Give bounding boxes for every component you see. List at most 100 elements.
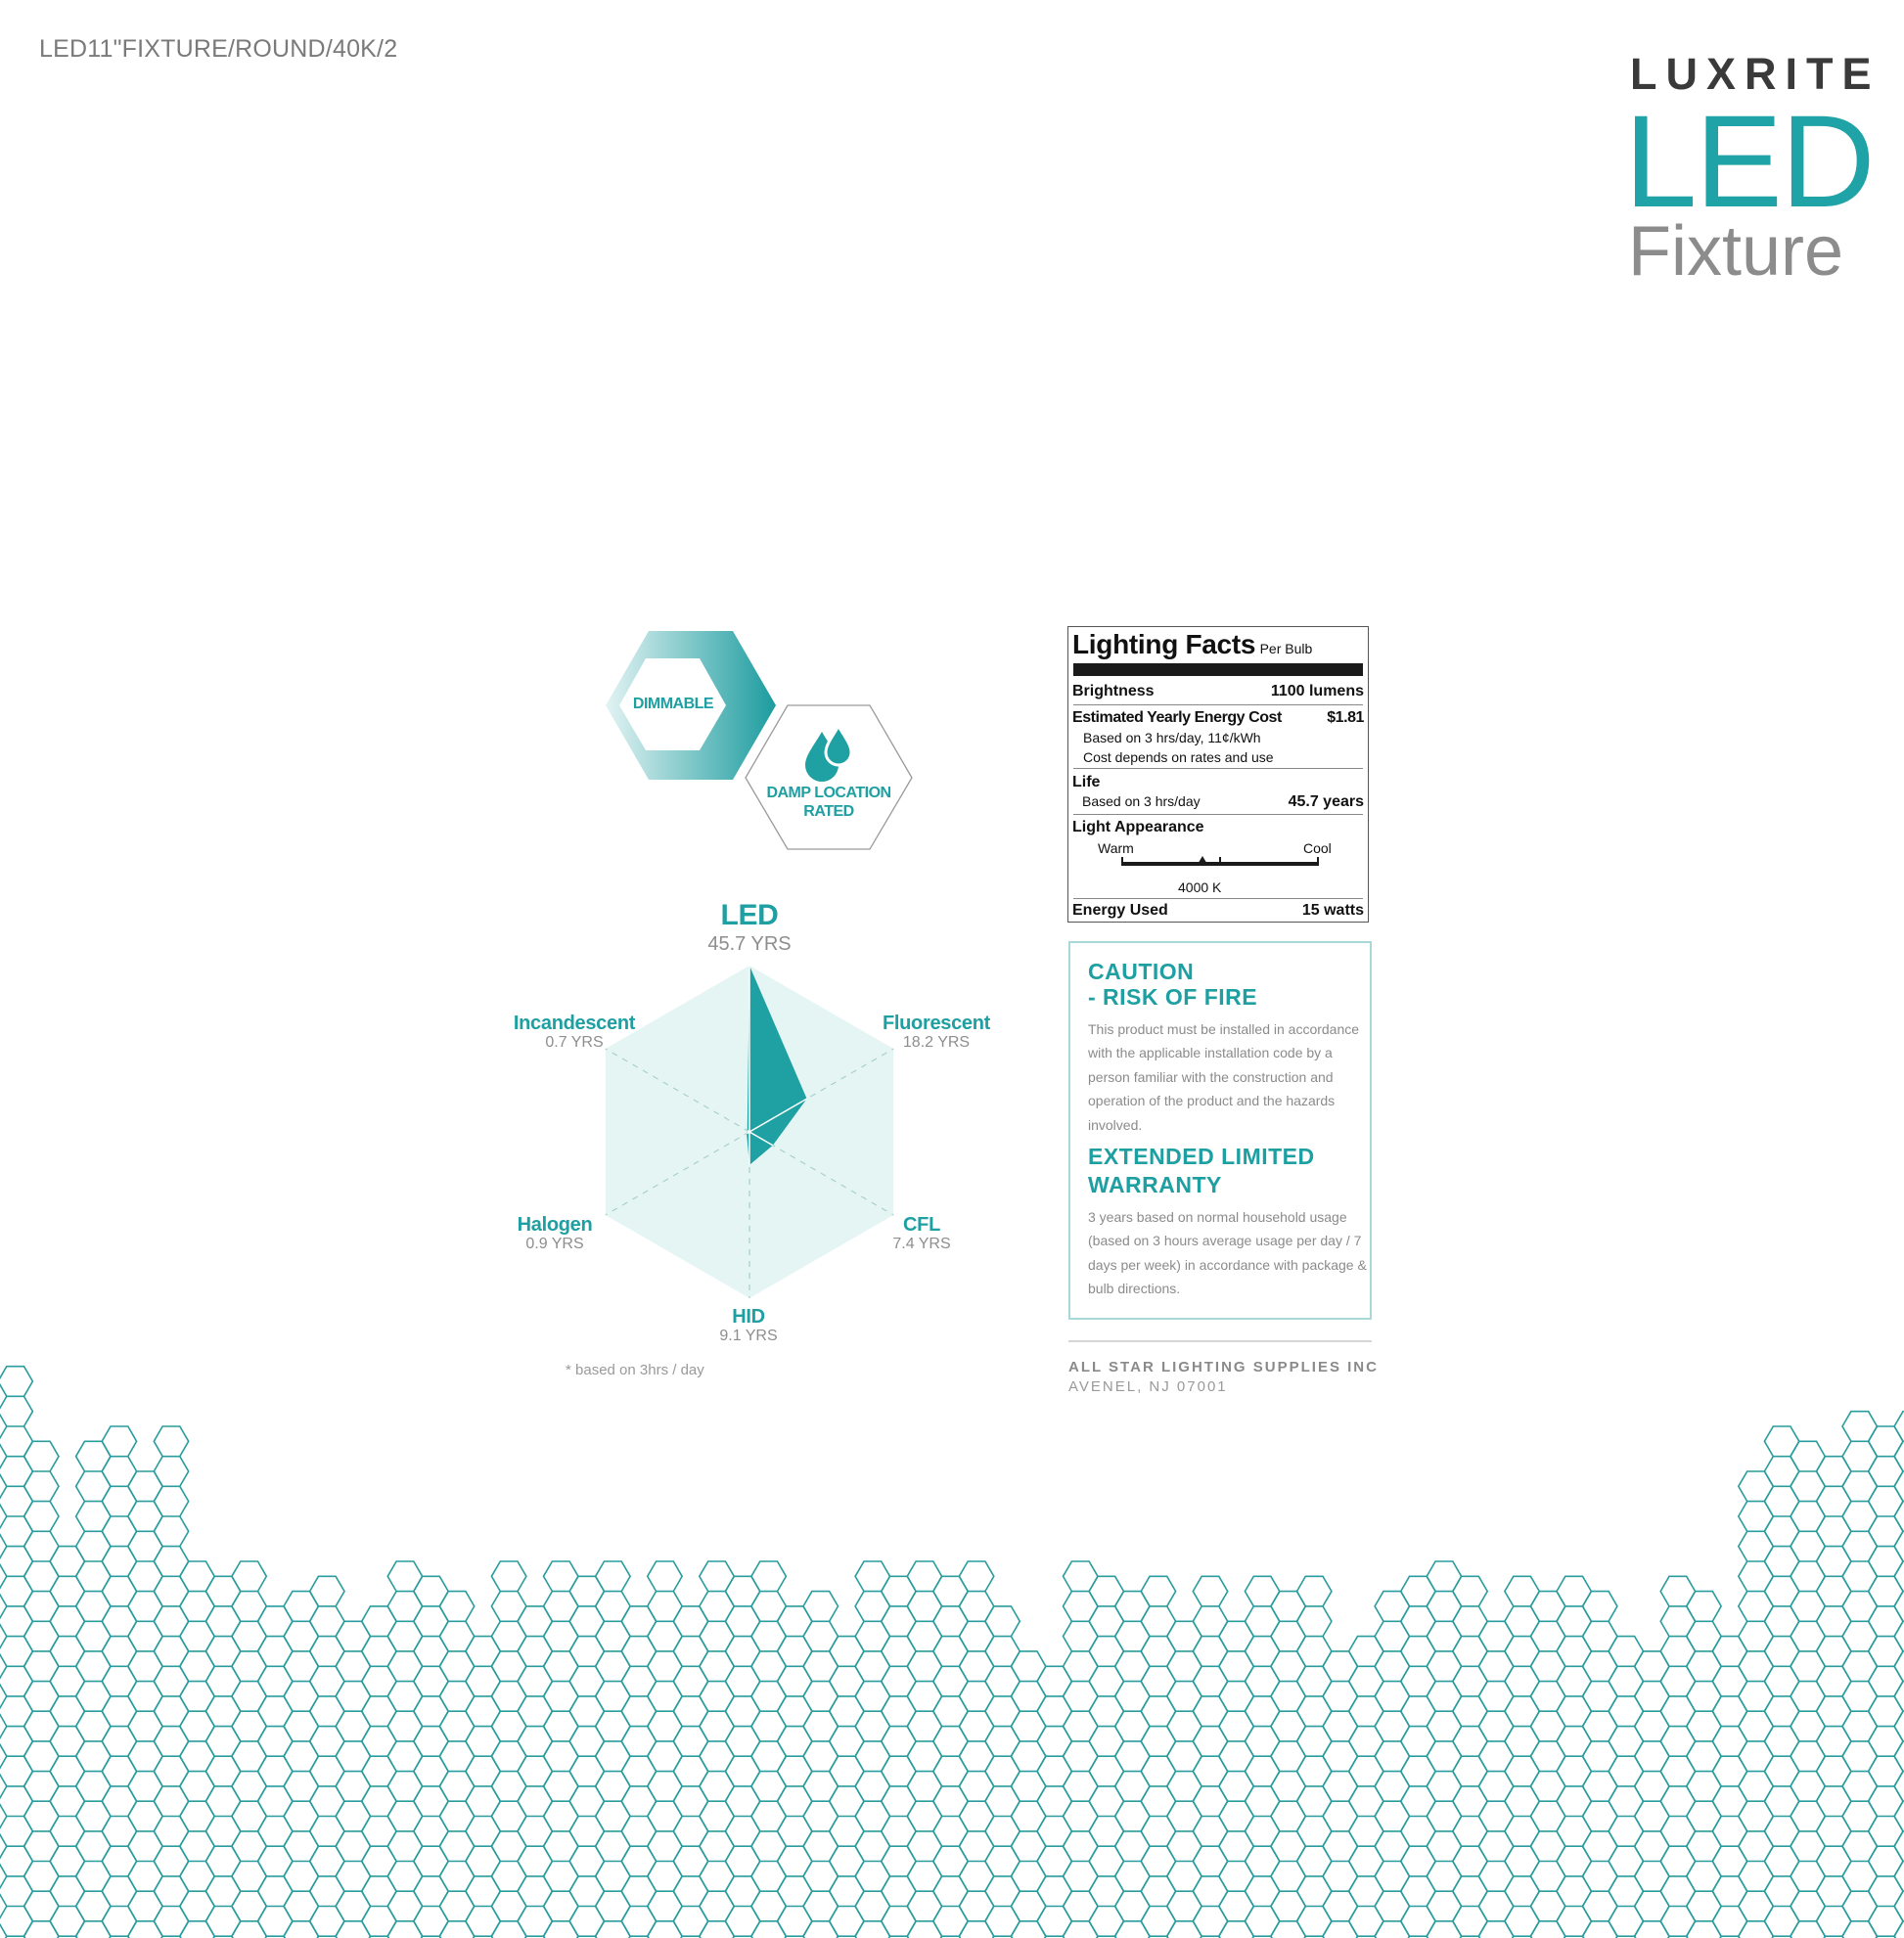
radar-value-fluorescent: 18.2 YRS [902, 1034, 971, 1051]
dimmable-label: DIMMABLE [632, 696, 714, 712]
honeycomb-column [828, 1635, 865, 1938]
radar-label-led: LED [720, 899, 779, 931]
radar-label-hid: HID [732, 1306, 765, 1328]
energy-used-value: 15 watts [1301, 902, 1364, 919]
logo-brand: LUXRITE [1630, 49, 1881, 99]
radar-footnote: * based on 3hrs / day [566, 1362, 704, 1378]
caution-title-2: - RISK OF FIRE [1088, 984, 1258, 1010]
radar-label-halogen: Halogen [517, 1214, 593, 1236]
radar-point-incandescent [747, 1130, 750, 1133]
logo-fixture: Fixture [1628, 212, 1844, 291]
life-value: 45.7 years [1288, 793, 1364, 810]
honeycomb-column [854, 1560, 891, 1938]
radar-label-fluorescent: Fluorescent [882, 1013, 991, 1034]
honeycomb-column [335, 1620, 372, 1938]
radar-axis-cfl [748, 1131, 894, 1216]
honeycomb-column [1789, 1440, 1827, 1938]
radar-axis-halogen [605, 1131, 750, 1216]
honeycomb-column [1347, 1635, 1384, 1938]
honeycomb-column [672, 1605, 709, 1938]
radar-value-halogen: 0.9 YRS [525, 1236, 584, 1252]
honeycomb-column [1426, 1560, 1463, 1938]
brightness-row: Brightness 1100 lumens [1072, 683, 1364, 700]
energy-used-row: Energy Used 15 watts [1072, 902, 1364, 920]
life-label: Life [1072, 774, 1101, 790]
honeycomb-column [1477, 1620, 1515, 1938]
honeycomb-column [1815, 1455, 1852, 1938]
damp-location-label: DAMP LOCATION [766, 785, 891, 801]
energy-cost-row: Estimated Yearly Energy Cost $1.81 [1072, 709, 1364, 727]
light-appearance-label: Light Appearance [1072, 819, 1204, 835]
honeycomb-column [178, 1560, 216, 1938]
warm-label: Warm [1098, 840, 1134, 856]
dimmable-inner-hexagon [619, 658, 726, 750]
radar-axis-incandescent [605, 1048, 750, 1133]
honeycomb-column [153, 1425, 190, 1938]
honeycomb-column [646, 1560, 684, 1938]
honeycomb-column [1867, 1425, 1904, 1938]
honeycomb-column [1165, 1620, 1203, 1938]
honeycomb-column [230, 1560, 268, 1938]
honeycomb-column [776, 1605, 813, 1938]
honeycomb-column [490, 1560, 527, 1938]
honeycomb-column [1036, 1665, 1073, 1938]
energy-cost-label: Estimated Yearly Energy Cost [1072, 709, 1282, 726]
honeycomb-column [698, 1560, 736, 1938]
radar-label-incandescent: Incandescent [513, 1013, 636, 1034]
honeycomb-column [101, 1425, 138, 1938]
life-row: Based on 3 hrs/day 45.7 years [1072, 793, 1364, 811]
radar-data-area [747, 966, 807, 1165]
honeycomb-column [1217, 1620, 1255, 1938]
honeycomb-column [49, 1545, 86, 1938]
honeycomb-column [620, 1605, 657, 1938]
color-temperature-scale [1121, 856, 1319, 866]
honeycomb-column [542, 1560, 579, 1938]
honeycomb-column [23, 1440, 60, 1938]
honeycomb-column [906, 1560, 943, 1938]
radar-value-hid: 9.1 YRS [719, 1328, 778, 1344]
lighting-facts-header: Lighting Facts Per Bulb [1072, 629, 1364, 665]
honeycomb-column [517, 1605, 554, 1938]
radar-point-fluorescent [748, 1098, 808, 1133]
honeycomb-column [386, 1560, 424, 1938]
cct-marker-icon [1196, 856, 1208, 866]
cct-value: 4000 K [1178, 879, 1222, 895]
energy-used-label: Energy Used [1072, 902, 1168, 919]
dimmable-badge [606, 631, 776, 780]
company-address: AVENEL, NJ 07001 [1068, 1378, 1228, 1395]
radar-value-incandescent: 0.7 YRS [545, 1034, 604, 1051]
honeycomb-column [1711, 1635, 1748, 1938]
brightness-value: 1100 lumens [1270, 683, 1364, 699]
honeycomb-column [958, 1560, 995, 1938]
honeycomb-column [1062, 1560, 1099, 1938]
damp-location-badge [745, 704, 913, 850]
cool-label: Cool [1303, 840, 1332, 856]
honeycomb-column [983, 1605, 1021, 1938]
damp-rated-label: RATED [803, 803, 854, 820]
logo-led: LED [1624, 89, 1876, 235]
honeycomb-column [594, 1560, 632, 1938]
lighting-facts-subtitle: Per Bulb [1259, 641, 1313, 656]
honeycomb-column [360, 1605, 398, 1938]
caution-warranty-box: CAUTION - RISK OF FIRE This product must… [1068, 941, 1372, 1320]
brightness-label: Brightness [1072, 683, 1155, 699]
honeycomb-column [256, 1605, 294, 1938]
honeycomb-column [1608, 1635, 1645, 1938]
lighting-facts-label: Lighting Facts Per Bulb Brightness 1100 … [1067, 626, 1369, 923]
radar-value-cfl: 7.4 YRS [892, 1236, 951, 1252]
warranty-title-2: WARRANTY [1088, 1172, 1222, 1197]
honeycomb-column [74, 1440, 112, 1938]
honeycomb-column [1763, 1425, 1800, 1938]
water-drops-icon [805, 722, 853, 782]
radar-point-cfl [748, 1131, 774, 1147]
life-note: Based on 3 hrs/day [1082, 793, 1201, 809]
lifespan-radar-chart [605, 966, 894, 1298]
honeycomb-column [1893, 1410, 1904, 1938]
radar-value-led: 45.7 YRS [707, 933, 792, 955]
caution-body: This product must be installed in accord… [1088, 1021, 1360, 1133]
energy-cost-note-1: Based on 3 hrs/day, 11¢/kWh [1083, 730, 1261, 745]
honeycomb-column [749, 1560, 788, 1938]
caution-title-1: CAUTION [1088, 959, 1195, 984]
product-code: LED11"FIXTURE/ROUND/40K/2 [39, 35, 398, 63]
